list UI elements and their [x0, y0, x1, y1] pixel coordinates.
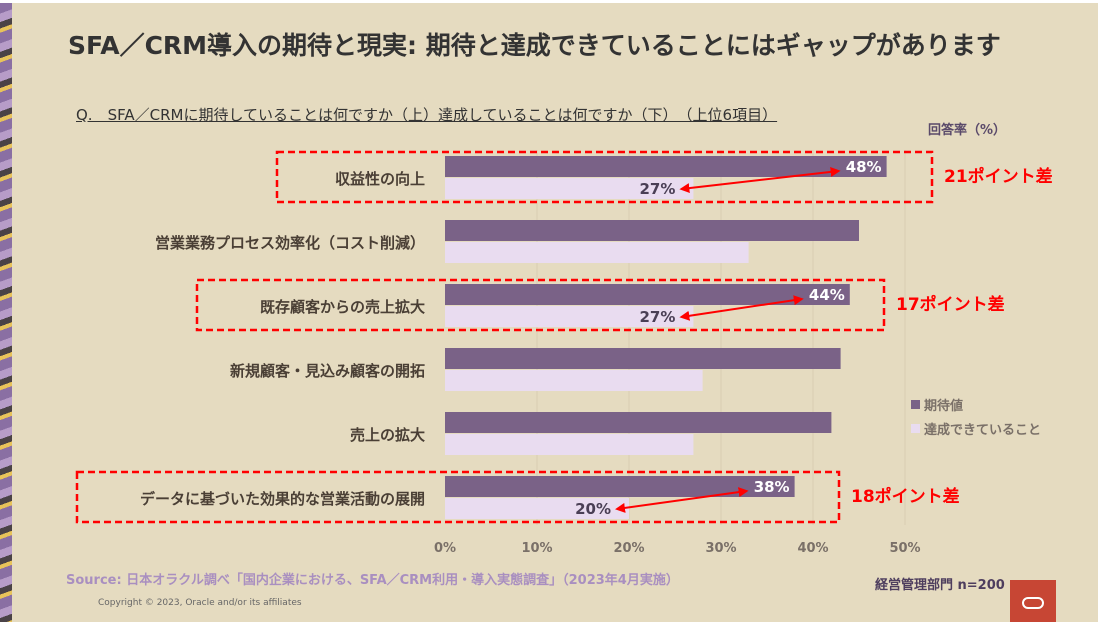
bar-achieved [445, 178, 694, 199]
gap-annotation: 21ポイント差 [944, 166, 1053, 187]
page-title: SFA／CRM導入の期待と現実: 期待と達成できていることにはギャップがあります [68, 31, 1001, 60]
data-label-achieved: 20% [575, 500, 611, 518]
decorative-strip [0, 3, 12, 622]
source-note: Source: 日本オラクル調べ「国内企業における、SFA／CRM利用・導入実態… [66, 573, 679, 588]
category-label: 既存顧客からの売上拡大 [260, 298, 425, 316]
bar-achieved [445, 370, 703, 391]
bar-expected [445, 476, 795, 497]
data-label-expected: 44% [809, 286, 845, 304]
oracle-logo [1010, 580, 1056, 622]
highlight-box [75, 470, 841, 524]
legend-swatch [911, 424, 920, 433]
data-label-achieved: 27% [639, 180, 675, 198]
category-label: 新規顧客・見込み顧客の開拓 [230, 362, 425, 380]
bar-expected [445, 348, 841, 369]
x-tick-label: 0% [434, 541, 456, 556]
copyright: Copyright © 2023, Oracle and/or its affi… [98, 598, 302, 608]
legend-label: 達成できていること [924, 422, 1041, 438]
bar-expected [445, 412, 832, 433]
highlight-box [195, 278, 886, 332]
gap-arrow [679, 166, 841, 194]
x-tick-label: 30% [705, 541, 736, 556]
gap-annotation: 17ポイント差 [896, 294, 1005, 315]
x-tick-label: 50% [889, 541, 920, 556]
question-text: Q. SFA／CRMに期待していることは何ですか（上）達成していることは何ですか… [76, 106, 778, 124]
gap-arrow [615, 487, 749, 513]
x-tick-label: 40% [797, 541, 828, 556]
unit-label: 回答率（%） [928, 123, 1007, 138]
data-label-expected: 38% [754, 478, 790, 496]
legend-label: 期待値 [924, 398, 963, 414]
category-label: 売上の拡大 [350, 426, 425, 444]
sample-size: 経営管理部門 n=200 [875, 578, 1005, 593]
bar-achieved [445, 242, 749, 263]
category-label: データに基づいた効果的な営業活動の展開 [140, 490, 425, 508]
bar-expected [445, 220, 859, 241]
bar-achieved [445, 498, 629, 519]
bar-achieved [445, 306, 694, 327]
gap-arrow [679, 295, 804, 321]
bar-achieved [445, 434, 694, 455]
category-label: 収益性の向上 [335, 170, 425, 188]
x-tick-label: 20% [613, 541, 644, 556]
category-label: 営業業務プロセス効率化（コスト削減） [155, 234, 425, 252]
legend-swatch [911, 400, 920, 409]
x-tick-label: 10% [521, 541, 552, 556]
gap-annotation: 18ポイント差 [851, 486, 960, 507]
data-label-achieved: 27% [639, 308, 675, 326]
data-label-expected: 48% [846, 158, 882, 176]
